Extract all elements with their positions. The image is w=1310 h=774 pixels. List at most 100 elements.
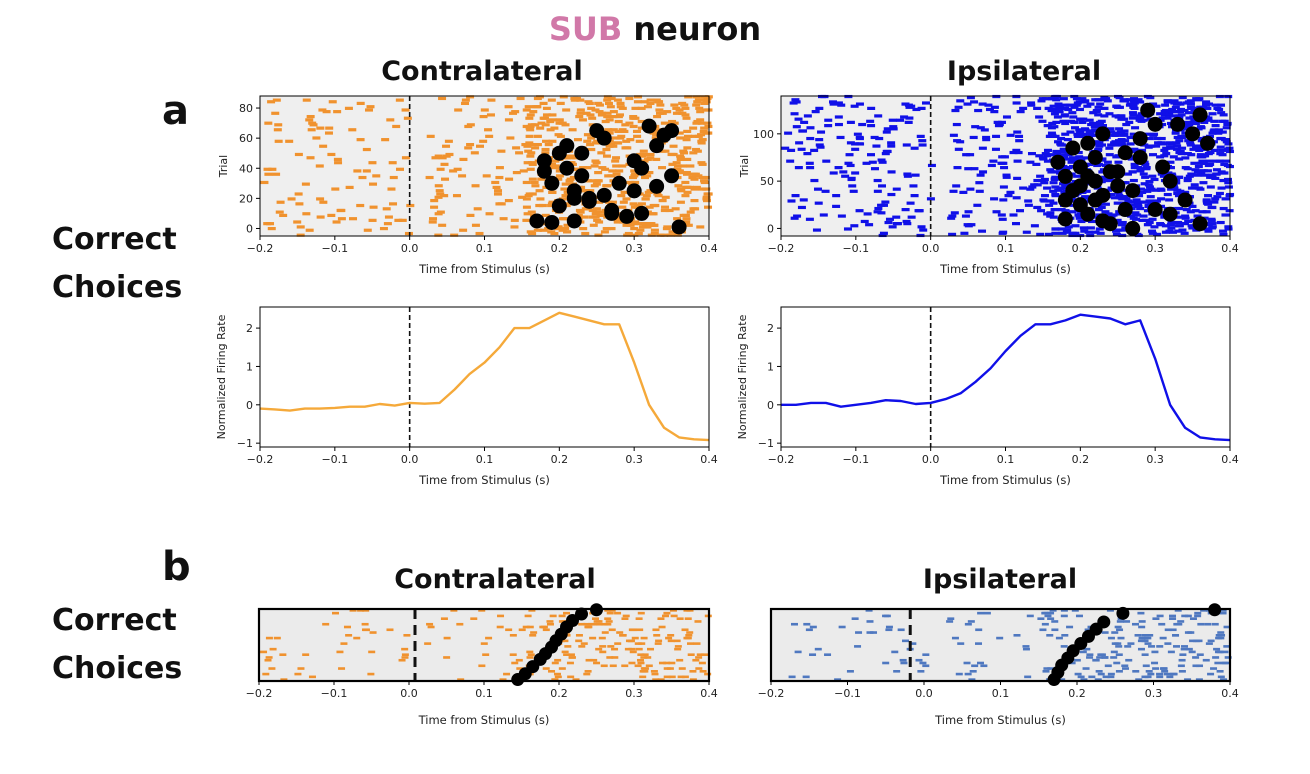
a-contra-rate-xtick-label: −0.1 bbox=[321, 453, 348, 466]
figure-title-rest: neuron bbox=[622, 10, 762, 48]
a-contra-raster-ytick-label: 80 bbox=[239, 102, 253, 115]
a-ipsi-raster-choice-marker bbox=[1192, 216, 1208, 232]
b-contra-raster-xtick-label: −0.1 bbox=[321, 687, 348, 700]
figure-title: SUB neuron bbox=[0, 10, 1310, 48]
b-contra-raster-xtick-label: 0.2 bbox=[550, 687, 568, 700]
a-ipsi-raster-choice-marker bbox=[1170, 116, 1186, 132]
a-contra-raster-choice-marker bbox=[664, 168, 680, 184]
a-ipsi-raster-choice-marker bbox=[1087, 149, 1103, 165]
row-label-b-line1: Correct bbox=[52, 603, 177, 638]
a-ipsi-rate-ytick-label: 2 bbox=[767, 322, 774, 335]
a-ipsi-rate-plot-area bbox=[781, 307, 1230, 447]
a-ipsi-raster-choice-marker bbox=[1192, 107, 1208, 123]
a-ipsi-raster-choice-marker bbox=[1132, 149, 1148, 165]
b-contra-raster-xtick-label: −0.2 bbox=[246, 687, 273, 700]
b-left-title: Contralateral bbox=[394, 564, 596, 595]
a-contra-raster-xlabel: Time from Stimulus (s) bbox=[418, 262, 550, 276]
a-contra-raster-choice-marker bbox=[551, 145, 567, 161]
a-right-title: Ipsilateral bbox=[946, 56, 1102, 87]
a-ipsi-raster-xlabel: Time from Stimulus (s) bbox=[939, 262, 1071, 276]
a-contra-rate-ytick-label: 2 bbox=[246, 322, 253, 335]
a-contra-raster-choice-marker bbox=[566, 213, 582, 229]
a-ipsi-raster-xtick-label: 0.1 bbox=[997, 242, 1015, 255]
a-ipsi-raster-ytick-label: 50 bbox=[760, 175, 774, 188]
a-ipsi-raster-choice-marker bbox=[1057, 168, 1073, 184]
a-contra-raster-choice-marker bbox=[536, 163, 552, 179]
a-contra-raster-choice-marker bbox=[566, 190, 582, 206]
a-contra-raster-ytick-label: 20 bbox=[239, 192, 253, 205]
a-ipsi-raster-ylabel: Trial bbox=[738, 155, 751, 178]
a-contra-rate-ytick-label: 0 bbox=[246, 399, 253, 412]
a-contra-rate-xtick-label: 0.2 bbox=[551, 453, 569, 466]
a-ipsi-raster-choice-marker bbox=[1155, 159, 1171, 175]
a-contra-rate-xlabel: Time from Stimulus (s) bbox=[418, 473, 550, 487]
a-ipsi-rate-ytick-label: 1 bbox=[767, 360, 774, 373]
a-ipsi-raster-choice-marker bbox=[1050, 154, 1066, 170]
a-contra-raster-choice-marker bbox=[626, 183, 642, 199]
a-ipsi-rate-ylabel: Normalized Firing Rate bbox=[736, 314, 749, 439]
a-contra-raster-ytick-label: 0 bbox=[246, 222, 253, 235]
a-contra-raster-choice-marker bbox=[544, 214, 560, 230]
b-contra-raster-xtick-label: 0.1 bbox=[475, 687, 493, 700]
a-ipsi-raster-choice-marker bbox=[1162, 206, 1178, 222]
a-contra-raster-choice-marker bbox=[544, 175, 560, 191]
a-ipsi-raster-ytick-label: 0 bbox=[767, 222, 774, 235]
a-contra-raster-choice-marker bbox=[596, 130, 612, 146]
b-contra-raster-xtick-label: 0.4 bbox=[700, 687, 718, 700]
a-contra-rate-xtick-label: 0.3 bbox=[625, 453, 643, 466]
a-ipsi-raster-xtick-label: −0.2 bbox=[768, 242, 795, 255]
row-label-b: Correct Choices bbox=[52, 597, 182, 693]
a-contra-raster-choice-marker bbox=[574, 145, 590, 161]
a-contra-rate-ylabel: Normalized Firing Rate bbox=[215, 314, 228, 439]
a-contra-rate-ytick-label: 1 bbox=[246, 360, 253, 373]
b-ipsi-raster: −0.2 −0.1 0.0 0.1 0.2 0.3 0.4 Time from Stimulu… bbox=[758, 603, 1239, 727]
a-ipsi-raster-choice-marker bbox=[1185, 126, 1201, 142]
b-contra-raster-xlabel: Time from Stimulus (s) bbox=[418, 713, 550, 727]
b-ipsi-raster-xtick-label: 0.0 bbox=[915, 687, 933, 700]
a-contra-raster-choice-marker bbox=[649, 138, 665, 154]
a-contra-rate-xtick-label: 0.4 bbox=[700, 453, 718, 466]
b-contra-raster: −0.2 −0.1 0.0 0.1 0.2 0.3 0.4 Time from Stimulu… bbox=[246, 603, 718, 727]
b-contra-raster-xtick-label: 0.3 bbox=[625, 687, 643, 700]
row-label-a-line1: Correct bbox=[52, 222, 177, 257]
a-contra-rate-xtick-label: 0.1 bbox=[476, 453, 494, 466]
a-ipsi-rate-xtick-label: 0.2 bbox=[1072, 453, 1090, 466]
a-contra-raster-xtick-label: −0.1 bbox=[321, 242, 348, 255]
b-contra-raster-choice-marker bbox=[575, 607, 588, 621]
a-ipsi-raster-choice-marker bbox=[1087, 192, 1103, 208]
a-ipsi-raster-ytick-label: 100 bbox=[753, 128, 774, 141]
a-ipsi-rate-xtick-label: 0.0 bbox=[922, 453, 940, 466]
a-ipsi-rate-series-line bbox=[781, 313, 1231, 442]
a-contra-rate-xtick-label: 0.0 bbox=[401, 453, 419, 466]
figure-title-highlight: SUB bbox=[548, 10, 623, 48]
a-ipsi-raster-choice-marker bbox=[1162, 173, 1178, 189]
a-contra-raster-choice-marker bbox=[664, 123, 680, 139]
panel-b-letter: b bbox=[162, 544, 191, 590]
a-contra-raster-choice-marker bbox=[671, 219, 687, 235]
a-contra-raster-choice-marker bbox=[634, 205, 650, 221]
a-contra-raster-choice-marker bbox=[604, 202, 620, 218]
a-ipsi-raster-choice-marker bbox=[1125, 183, 1141, 199]
a-contra-raster-choice-marker bbox=[626, 153, 642, 169]
a-contra-rate-series-line bbox=[259, 311, 710, 442]
b-contra-raster-choice-marker bbox=[566, 614, 579, 628]
a-ipsi-raster-choice-marker bbox=[1200, 135, 1216, 151]
a-ipsi-raster-choice-marker bbox=[1117, 145, 1133, 161]
b-ipsi-raster-choice-marker bbox=[1097, 615, 1111, 629]
a-contra-raster-choice-marker bbox=[559, 160, 575, 176]
a-ipsi-raster-choice-marker bbox=[1147, 202, 1163, 218]
a-contra-rate-xtick-label: −0.2 bbox=[247, 453, 274, 466]
a-ipsi-rate-xtick-label: −0.1 bbox=[842, 453, 869, 466]
a-ipsi-rate-ytick-label: 0 bbox=[767, 399, 774, 412]
a-ipsi-raster-choice-marker bbox=[1110, 164, 1126, 180]
b-ipsi-raster-xtick-label: −0.1 bbox=[834, 687, 861, 700]
a-ipsi-raster-choice-marker bbox=[1080, 168, 1096, 184]
b-ipsi-raster-spikes bbox=[788, 609, 1232, 681]
a-contra-raster-ylabel: Trial bbox=[217, 155, 230, 178]
a-ipsi-rate-ytick-label: −1 bbox=[758, 437, 774, 450]
a-contra-raster-xtick-label: 0.0 bbox=[401, 242, 419, 255]
a-contra-raster-xtick-label: −0.2 bbox=[247, 242, 274, 255]
a-contra-raster-choice-marker bbox=[581, 193, 597, 209]
a-ipsi-raster-xtick-label: 0.3 bbox=[1146, 242, 1164, 255]
